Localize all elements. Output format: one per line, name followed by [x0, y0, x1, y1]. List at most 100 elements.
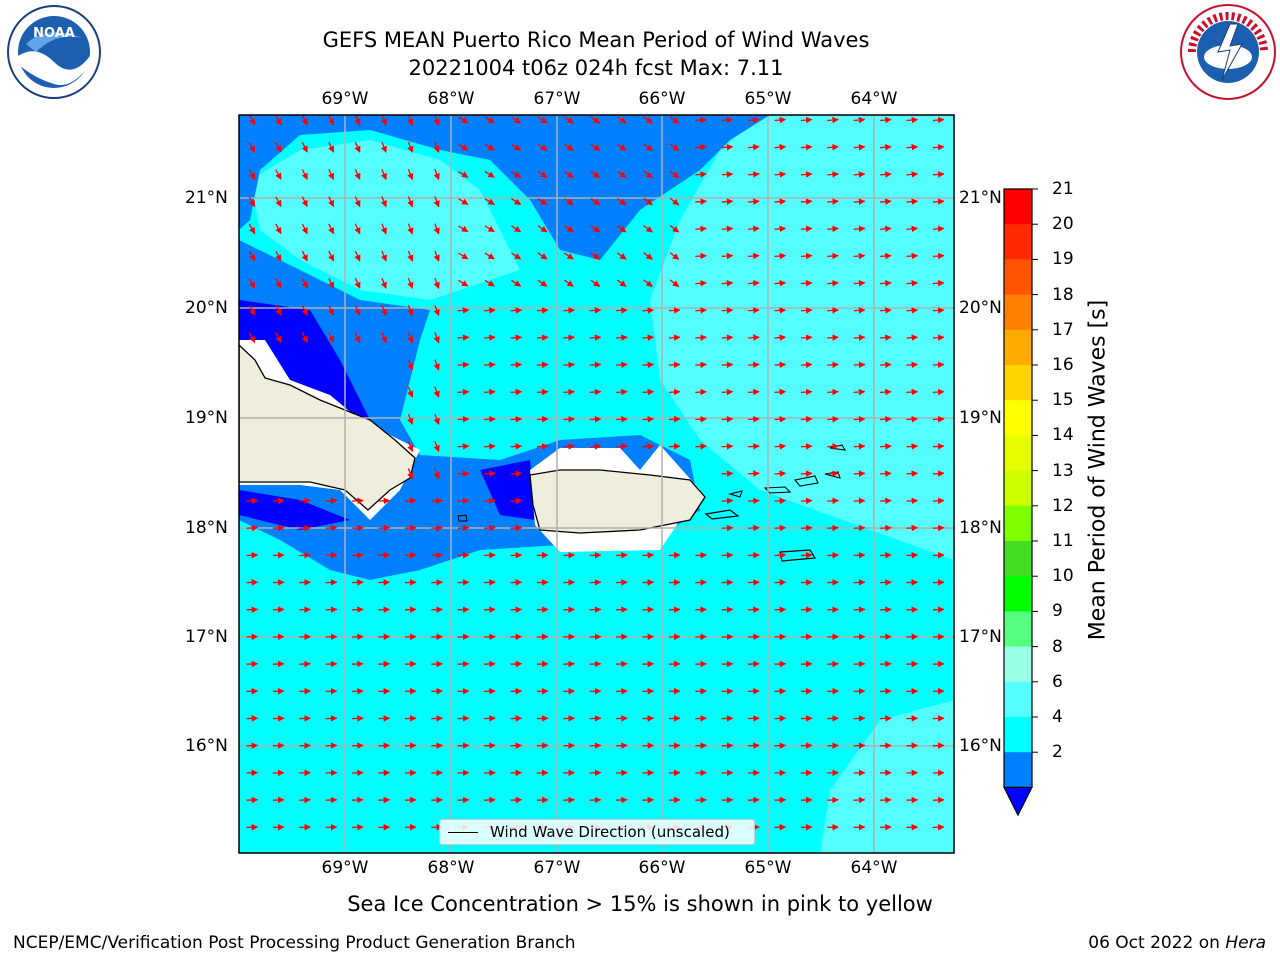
- wave-direction-arrow: [668, 388, 681, 396]
- wave-direction-arrow: [774, 171, 787, 178]
- wave-direction-arrow: [800, 497, 813, 505]
- wave-direction-arrow: [643, 143, 653, 152]
- wave-direction-arrow: [932, 252, 945, 260]
- wave-direction-arrow: [880, 524, 892, 532]
- wave-direction-arrow: [880, 361, 892, 369]
- wave-direction-arrow: [484, 470, 496, 477]
- colorbar-segment: [1004, 681, 1032, 718]
- wave-direction-arrow: [669, 197, 680, 206]
- colorbar-segment: [1004, 541, 1032, 577]
- wave-direction-arrow: [932, 415, 945, 423]
- wave-direction-arrow: [642, 361, 655, 369]
- wave-direction-arrow: [880, 279, 892, 287]
- wave-direction-arrow: [906, 307, 919, 314]
- wave-direction-arrow: [800, 198, 813, 205]
- lat-label-right-18n: 18°N: [959, 518, 1002, 538]
- wave-direction-arrow: [616, 443, 628, 450]
- wave-direction-arrow: [827, 524, 839, 532]
- wave-direction-arrow: [458, 279, 469, 287]
- wave-direction-arrow: [800, 470, 813, 477]
- wave-direction-arrow: [510, 524, 523, 532]
- wave-direction-arrow: [748, 252, 760, 260]
- wave-direction-arrow: [774, 198, 787, 205]
- wave-direction-arrow: [748, 334, 760, 341]
- colorbar-segment: [1004, 259, 1032, 296]
- colorbar-tick-label: 16: [1052, 355, 1074, 375]
- lon-label-top-64w: 64°W: [850, 89, 898, 109]
- wave-direction-arrow: [906, 171, 919, 178]
- wave-direction-arrow: [248, 169, 256, 180]
- wave-direction-arrow: [457, 415, 470, 423]
- wave-direction-arrow: [510, 388, 523, 396]
- wave-direction-arrow: [457, 443, 470, 450]
- wave-direction-arrow: [248, 305, 256, 316]
- lat-label-left-16n: 16°N: [185, 736, 228, 756]
- footer-host: Hera: [1225, 933, 1266, 953]
- wave-direction-arrow: [407, 196, 414, 208]
- wave-direction-arrow: [407, 250, 414, 262]
- wave-direction-arrow: [748, 443, 760, 450]
- colorbar-tick-label: 12: [1052, 495, 1074, 516]
- wave-direction-arrow: [906, 116, 919, 124]
- wave-direction-arrow: [246, 524, 259, 532]
- wave-direction-arrow: [695, 551, 707, 559]
- wave-direction-arrow: [407, 468, 414, 480]
- wave-direction-arrow: [536, 388, 549, 396]
- wave-direction-arrow: [906, 252, 919, 260]
- wave-direction-arrow: [248, 115, 256, 126]
- wave-direction-arrow: [433, 332, 440, 344]
- wave-direction-arrow: [880, 307, 892, 314]
- wave-direction-arrow: [695, 252, 707, 260]
- wave-direction-arrow: [721, 361, 734, 369]
- wave-direction-arrow: [695, 171, 707, 178]
- wave-direction-arrow: [827, 443, 839, 450]
- wave-direction-arrow: [774, 252, 787, 260]
- wave-direction-arrow: [380, 141, 387, 153]
- wave-direction-arrow: [748, 307, 760, 314]
- colorbar-tick-label: 18: [1052, 284, 1074, 305]
- wave-direction-arrow: [774, 524, 787, 532]
- wave-direction-arrow: [880, 198, 892, 205]
- wave-direction-arrow: [484, 170, 495, 178]
- wave-direction-arrow: [906, 143, 919, 151]
- wave-direction-arrow: [275, 196, 282, 208]
- wave-direction-arrow: [354, 196, 361, 208]
- wave-direction-arrow: [880, 116, 892, 124]
- lat-label-left-21n: 21°N: [185, 188, 228, 208]
- wave-direction-arrow: [301, 250, 308, 262]
- wave-direction-arrow: [748, 388, 760, 396]
- wave-direction-arrow: [301, 115, 308, 126]
- noaa-logo: NOAA: [7, 5, 101, 99]
- wave-direction-arrow: [484, 279, 495, 287]
- wave-direction-arrow: [643, 116, 653, 124]
- wave-direction-arrow: [721, 524, 734, 532]
- wave-direction-arrow: [563, 225, 574, 233]
- wave-direction-arrow: [484, 524, 496, 532]
- wave-direction-arrow: [407, 413, 414, 425]
- wave-direction-arrow: [643, 170, 653, 179]
- lon-label-bottom-66w: 66°W: [638, 858, 686, 878]
- wave-direction-arrow: [457, 388, 470, 396]
- wave-direction-arrow: [853, 307, 866, 314]
- wave-direction-arrow: [301, 169, 308, 180]
- wave-direction-arrow: [433, 468, 440, 480]
- wave-direction-arrow: [301, 141, 308, 153]
- wave-direction-arrow: [827, 252, 839, 260]
- wave-direction-arrow: [880, 443, 892, 450]
- wave-direction-arrow: [880, 551, 892, 559]
- wave-direction-arrow: [721, 470, 734, 477]
- wave-direction-arrow: [433, 413, 440, 425]
- wave-direction-arrow: [932, 443, 945, 450]
- wave-direction-arrow: [616, 388, 628, 396]
- wave-direction-arrow: [748, 171, 760, 178]
- wave-direction-arrow: [484, 252, 495, 260]
- wave-direction-arrow: [906, 279, 919, 287]
- wave-direction-arrow: [301, 223, 308, 235]
- wave-direction-arrow: [510, 551, 523, 559]
- band-6-8-north: [250, 140, 520, 300]
- wave-direction-arrow: [906, 225, 919, 233]
- wave-direction-arrow: [511, 198, 522, 206]
- wave-direction-arrow: [510, 415, 523, 423]
- wave-direction-arrow: [589, 551, 602, 559]
- wave-direction-arrow: [906, 334, 919, 341]
